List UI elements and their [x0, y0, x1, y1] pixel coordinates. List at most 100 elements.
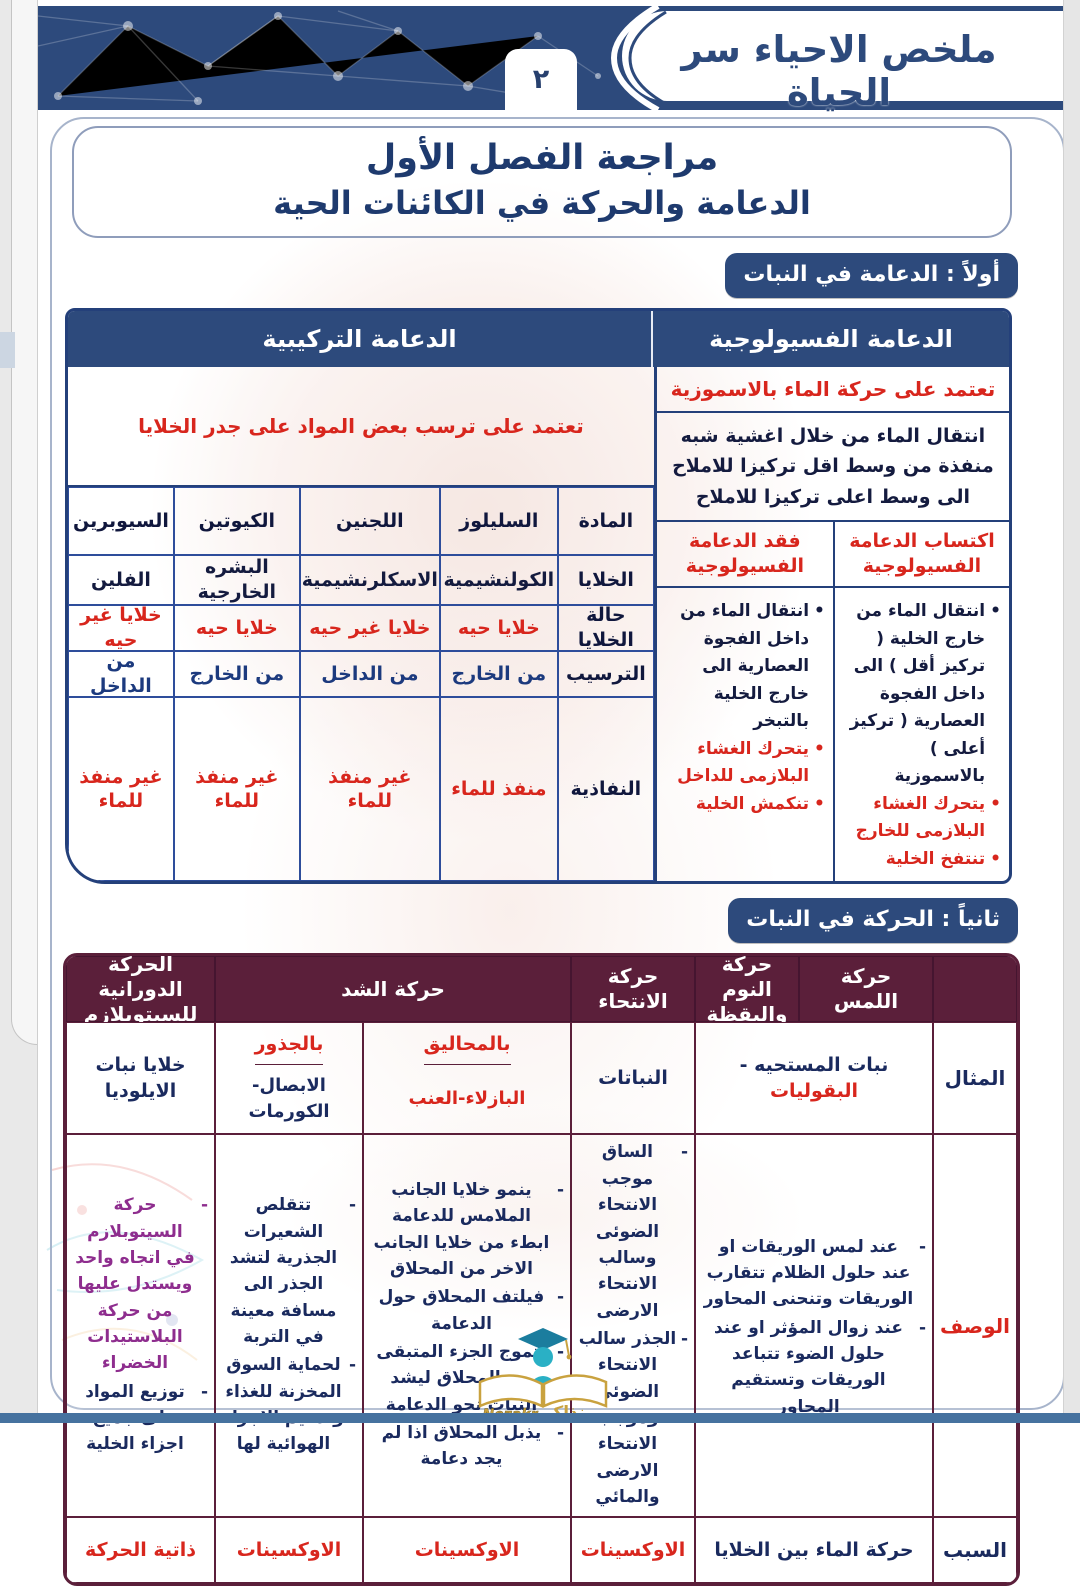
- materials-table: المادة السليلوز اللجنين الكيوتين السيوبر…: [68, 487, 654, 882]
- chapter-title-line1: مراجعة الفصل الأول: [365, 138, 719, 178]
- gain-point: يتحرك الغشاء البلازمى للخارج: [841, 791, 1001, 846]
- material-name: السليلوز: [439, 487, 558, 555]
- scan-left-edge: [0, 0, 38, 1423]
- table-cell: الاسكلرنشيمية: [299, 555, 440, 605]
- cause-touch-sleep: حركة الماء بين الخلايا: [695, 1517, 933, 1584]
- table-cell: غير منفذ للماء: [68, 697, 174, 882]
- section-badge-movement: ثانياً : الحركة في النبات: [728, 898, 1018, 944]
- page-number-tab: ٢: [505, 49, 577, 110]
- scan-right-edge: [1063, 0, 1080, 1423]
- brand-title: ملخص الاحياء سر الحياة: [681, 28, 997, 114]
- physio-loss-column: فقد الدعامة الفسيولوجية انتقال الماء من …: [656, 522, 833, 881]
- cause-rotation: ذاتية الحركة: [66, 1517, 215, 1584]
- table-cell: من الداخل: [299, 651, 440, 697]
- crescent-decoration: [610, 4, 667, 112]
- description-item: يذبل المحلاق اذا لم يجد دعامة: [370, 1420, 564, 1473]
- table-cell: الكولنشيمية: [439, 555, 558, 605]
- gain-title: اكتساب الدعامة الفسيولوجية: [834, 522, 1009, 589]
- table-cell: خلايا غير حيه: [299, 605, 440, 651]
- physio-intro: تعتمد على حركة الماء بالاسموزية: [656, 367, 1009, 413]
- row-label-example: المثال: [933, 1022, 1017, 1135]
- cause-tropism: الاوكسينات: [571, 1517, 695, 1584]
- row-label-cause: السبب: [933, 1517, 1017, 1584]
- tendrils-example: البازلاء-العنب: [408, 1088, 526, 1110]
- loss-point: تنكمش الخلية: [663, 791, 825, 819]
- description-touch-sleep: عند لمس الوريقات او عند حلول الظلام تتقا…: [695, 1134, 933, 1518]
- physio-gain-column: اكتساب الدعامة الفسيولوجية انتقال الماء …: [832, 522, 1009, 882]
- movement-table: حركة اللمس حركة النوم واليقظة حركة الانت…: [63, 953, 1020, 1586]
- loss-point: انتقال الماء من داخل الفجوة العصارية الى…: [663, 598, 825, 736]
- description-item: تتقلص الشعيرات الجذرية لتشد الجذر الى مس…: [222, 1192, 356, 1350]
- table-cell: غير منفذ للماء: [299, 697, 440, 882]
- example-tendrils: بالمحاليق البازلاء-العنب: [363, 1022, 571, 1135]
- description-item: عند زوال المؤثر او عند حلول الضوء تتباعد…: [702, 1315, 926, 1420]
- material-name: السيوبرين: [68, 487, 174, 555]
- example-rotation: خلايا نبات الايلوديا: [66, 1022, 215, 1135]
- page-number: ٢: [532, 64, 550, 95]
- example-touch-sleep: نبات المستحيه - البقوليات: [695, 1022, 933, 1135]
- open-book-icon: [478, 1374, 608, 1408]
- roots-example: الابصال- الكورمات: [248, 1075, 330, 1123]
- table-cell: منفذ للماء: [439, 697, 558, 882]
- tendrils-label: بالمحاليق: [423, 1023, 511, 1066]
- table-cell: خلايا حيه: [439, 605, 558, 651]
- description-item: الساق موجب الانتحاء الضوئى وسالب الانتحا…: [578, 1139, 688, 1323]
- header-touch-movement: حركة اللمس: [799, 956, 933, 1023]
- description-item: حركة السيتوبلازم في اتجاه واحد ويستدل عل…: [73, 1192, 208, 1376]
- cause-tendrils: الاوكسينات: [363, 1517, 571, 1584]
- gain-point: تنتفخ الخلية: [841, 846, 1001, 874]
- header-sleep-wake-movement: حركة النوم واليقظة: [695, 956, 799, 1026]
- row-label-cell-state: حالة الخلايا: [557, 604, 654, 651]
- example-tropism: النباتات: [571, 1022, 695, 1135]
- movement-header-corner: [933, 956, 1017, 1023]
- physio-definition: انتقال الماء من خلال اغشية شبه منفذة من …: [656, 413, 1009, 523]
- table-cell: خلايا حيه: [173, 605, 300, 651]
- description-item: لحماية السوق المخزنة للغذاء وتدعيم الاجز…: [222, 1352, 356, 1457]
- table-cell: من الخارج: [439, 651, 558, 697]
- support-table-header: الدعامة الفسيولوجية الدعامة التركيبية: [68, 311, 1009, 367]
- description-item: ينمو خلايا الجانب الملامس للدعامة ابطء م…: [370, 1177, 564, 1282]
- material-name: الكيوتين: [173, 487, 300, 555]
- row-label-cells: الخلايا: [557, 555, 654, 605]
- scan-left-tab: [0, 332, 15, 368]
- header-physiological-support: الدعامة الفسيولوجية: [651, 311, 1009, 367]
- row-label-description: الوصف: [933, 1134, 1017, 1518]
- table-cell: البشره الخارجية: [173, 555, 300, 605]
- structural-support-column: تعتمد على ترسب بعض المواد على جدر الخلاي…: [68, 367, 654, 882]
- table-cell: خلايا غير حيه: [68, 604, 174, 651]
- header-tropism-movement: حركة الانتحاء: [571, 956, 695, 1023]
- description-rotation: حركة السيتوبلازم في اتجاه واحد ويستدل عل…: [66, 1134, 215, 1518]
- table-cell: الفلين: [68, 555, 174, 605]
- header-traction-movement: حركة الشد: [215, 956, 571, 1023]
- header-cytoplasm-rotation: الحركة الدورانية للسيتوبلازم: [66, 956, 215, 1026]
- network-pattern: [38, 10, 601, 105]
- table-cell: غير منفذ للماء: [173, 697, 300, 882]
- row-label-material: المادة: [557, 487, 654, 555]
- table-cell: من الخارج: [173, 651, 300, 697]
- section-badge-support: أولاً : الدعامة في النبات: [725, 253, 1018, 298]
- page-curl-edge: [11, 0, 37, 1045]
- row-label-deposition: الترسيب: [557, 651, 654, 697]
- gain-point: انتقال الماء من خارج الخلية ( تركيز أقل …: [841, 598, 1001, 791]
- chapter-title-line2: الدعامة والحركة في الكائنات الحية: [273, 184, 811, 222]
- physiological-support-column: تعتمد على حركة الماء بالاسموزية انتقال ا…: [653, 367, 1009, 882]
- header-structural-support: الدعامة التركيبية: [262, 325, 457, 353]
- scanned-document-page: { "page_edge": { "page_number": "٢" }, "…: [0, 0, 1080, 1423]
- structural-intro: تعتمد على ترسب بعض المواد على جدر الخلاي…: [68, 367, 654, 487]
- nezakr-watermark-logo: نذاكر Nezakr: [478, 1328, 608, 1422]
- chapter-title-box: مراجعة الفصل الأول الدعامة والحركة في ال…: [72, 126, 1012, 238]
- brand-title-panel: [622, 11, 1080, 101]
- description-roots: تتقلص الشعيرات الجذرية لتشد الجذر الى مس…: [215, 1134, 363, 1518]
- cause-roots: الاوكسينات: [215, 1517, 363, 1584]
- row-label-permeability: النفاذية: [557, 697, 654, 882]
- loss-title: فقد الدعامة الفسيولوجية: [656, 522, 833, 589]
- scan-bottom-bar: [0, 1413, 1080, 1423]
- roots-label: بالجذور: [254, 1023, 324, 1066]
- table-cell: من الداخل: [68, 650, 174, 697]
- loss-point: يتحرك الغشاء البلازمى للداخل: [663, 736, 825, 791]
- example-touch-sleep-highlight: البقوليات: [769, 1080, 859, 1103]
- page-header-band: ملخص الاحياء سر الحياة ٢: [38, 4, 1080, 114]
- example-roots: بالجذور الابصال- الكورمات: [215, 1022, 363, 1135]
- description-item: عند لمس الوريقات او عند حلول الظلام تتقا…: [702, 1234, 926, 1313]
- example-touch-sleep-main: نبات المستحيه -: [739, 1053, 889, 1076]
